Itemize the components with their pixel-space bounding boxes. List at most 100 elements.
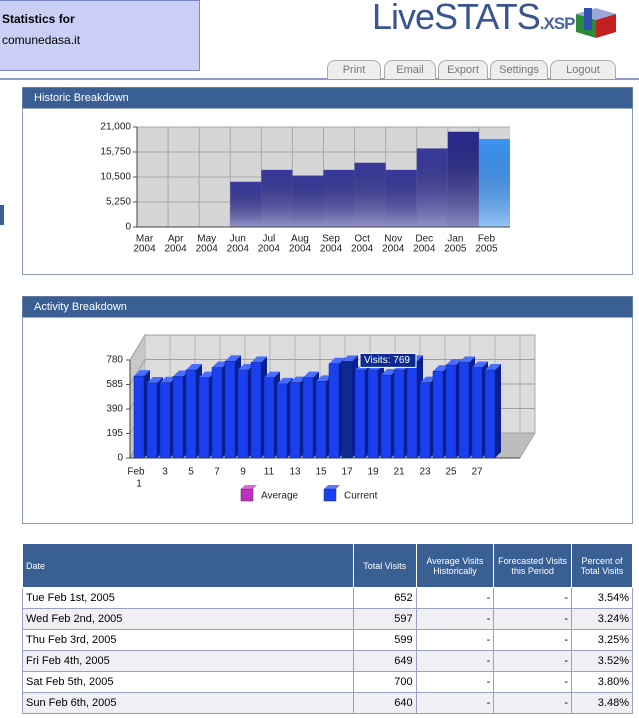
bar: [250, 362, 262, 459]
bar-top: [251, 356, 267, 363]
sidebar-tab: [0, 205, 4, 225]
nav-button[interactable]: Email: [384, 60, 436, 79]
bar-top: [212, 361, 228, 368]
x-tick-label: Jul: [262, 234, 275, 245]
y-tick-label: 585: [106, 379, 123, 390]
charts: Historic Breakdown 0 5,250 10,500 15,750 21,0…: [22, 87, 633, 524]
site-box: Statistics for comunedasa.it: [0, 0, 200, 71]
legend-swatch: [240, 488, 254, 502]
x-tick-label: 15: [315, 467, 327, 478]
bar: [224, 361, 236, 459]
logo-icon: [576, 8, 616, 38]
column-header: Date: [22, 543, 354, 588]
legend-swatch-top: [324, 485, 340, 489]
bar: [133, 375, 145, 459]
x-tick-label: 13: [289, 467, 301, 478]
x-tick-label: Jun: [230, 234, 246, 245]
x-tick-label: 11: [264, 467, 275, 478]
y-tick-label: 390: [106, 404, 123, 415]
tooltip: Visits: 769: [364, 355, 410, 366]
bar: [263, 377, 275, 459]
table-cell: 597: [352, 608, 417, 630]
x-tick-label: 1: [136, 479, 142, 490]
logo: LiveSTATS.XSP: [372, 0, 576, 38]
panel-header: [22, 87, 633, 109]
table-cell: Thu Feb 3rd, 2005: [22, 629, 354, 651]
y-tick-label: 780: [106, 355, 123, 366]
x-tick-label: 2005: [475, 244, 498, 255]
bar: [276, 383, 288, 459]
table-cell: Sat Feb 5th, 2005: [22, 671, 354, 693]
table-row: Tue Feb 1st, 2005 652- -3.54%: [22, 587, 634, 609]
bar-top: [277, 377, 293, 384]
x-tick-label: Mar: [136, 234, 154, 245]
y-tick-label: 10,500: [100, 172, 131, 183]
nav-button[interactable]: Logout: [550, 60, 616, 79]
nav-button[interactable]: Settings: [490, 60, 548, 79]
bar: [146, 382, 158, 459]
bar-shade: [447, 131, 479, 227]
table-cell: 3.52%: [570, 650, 634, 672]
x-tick-label: Dec: [415, 234, 433, 245]
table-cell: 700: [352, 671, 417, 693]
bar: [354, 369, 366, 459]
table-cell: 649: [352, 650, 417, 672]
table-cell: 3.54%: [570, 587, 634, 609]
bar-top: [303, 371, 319, 378]
y-tick-label: 0: [125, 222, 131, 233]
bar: [393, 369, 405, 459]
table-wrap: Date Total Visits Average Visits Historica…: [22, 543, 634, 714]
panel-title: Activity Breakdown: [34, 301, 127, 313]
x-tick-label: May: [197, 234, 216, 245]
table-cell: -: [415, 587, 495, 609]
bar-top: [225, 355, 241, 362]
bar-shade: [323, 169, 355, 227]
column-header: Average Visits Historically: [415, 543, 495, 588]
grid-line: [129, 334, 535, 361]
x-tick-label: 2005: [444, 244, 467, 255]
legend-swatch-top: [241, 485, 257, 489]
y-tick-label: 0: [117, 453, 123, 464]
panel-title: Historic Breakdown: [34, 92, 129, 104]
bar: [159, 382, 171, 459]
x-tick-label: Feb: [478, 234, 496, 245]
bar-top: [459, 356, 475, 363]
bar-top: [472, 361, 488, 368]
nav-button[interactable]: Export: [438, 60, 488, 79]
bar: [289, 382, 301, 459]
header-row: Date Total Visits Average Visits Historica…: [22, 543, 634, 588]
bar-top: [186, 364, 202, 371]
bar-shade: [478, 138, 510, 227]
table-row: Sat Feb 5th, 2005 700- -3.80%: [22, 671, 634, 693]
legend-label: Average: [261, 491, 299, 502]
x-tick-label: 3: [162, 467, 168, 478]
bar-shade: [230, 181, 262, 227]
legend-swatch: [323, 488, 337, 502]
y-tick-label: 5,250: [106, 197, 131, 208]
column-header: Forecasted Visits this Period: [493, 543, 572, 588]
site-name: comunedasa.it: [2, 33, 81, 47]
table-cell: -: [493, 692, 572, 714]
header-rule: [0, 78, 639, 80]
bar-top: [381, 369, 397, 376]
bar-top: [446, 359, 462, 366]
table-cell: -: [493, 629, 572, 651]
bar: [302, 377, 314, 459]
x-tick-label: 25: [445, 467, 457, 478]
logo-suffix: .XSP: [539, 14, 576, 33]
x-tick-label: 2004: [382, 244, 405, 255]
x-tick-label: 2004: [258, 244, 281, 255]
bar-side: [495, 364, 501, 458]
table-cell: -: [493, 671, 572, 693]
bar-top: [264, 371, 280, 378]
table-cell: 599: [352, 629, 417, 651]
bar: [367, 369, 379, 459]
bar-top: [199, 371, 215, 378]
bar: [484, 369, 496, 459]
bar: [380, 374, 392, 459]
y-tick-label: 21,000: [100, 122, 131, 133]
table-row: Sun Feb 6th, 2005 640- -3.48%: [22, 692, 634, 714]
x-tick-label: Sep: [322, 234, 340, 245]
nav-button[interactable]: Print: [327, 60, 381, 79]
